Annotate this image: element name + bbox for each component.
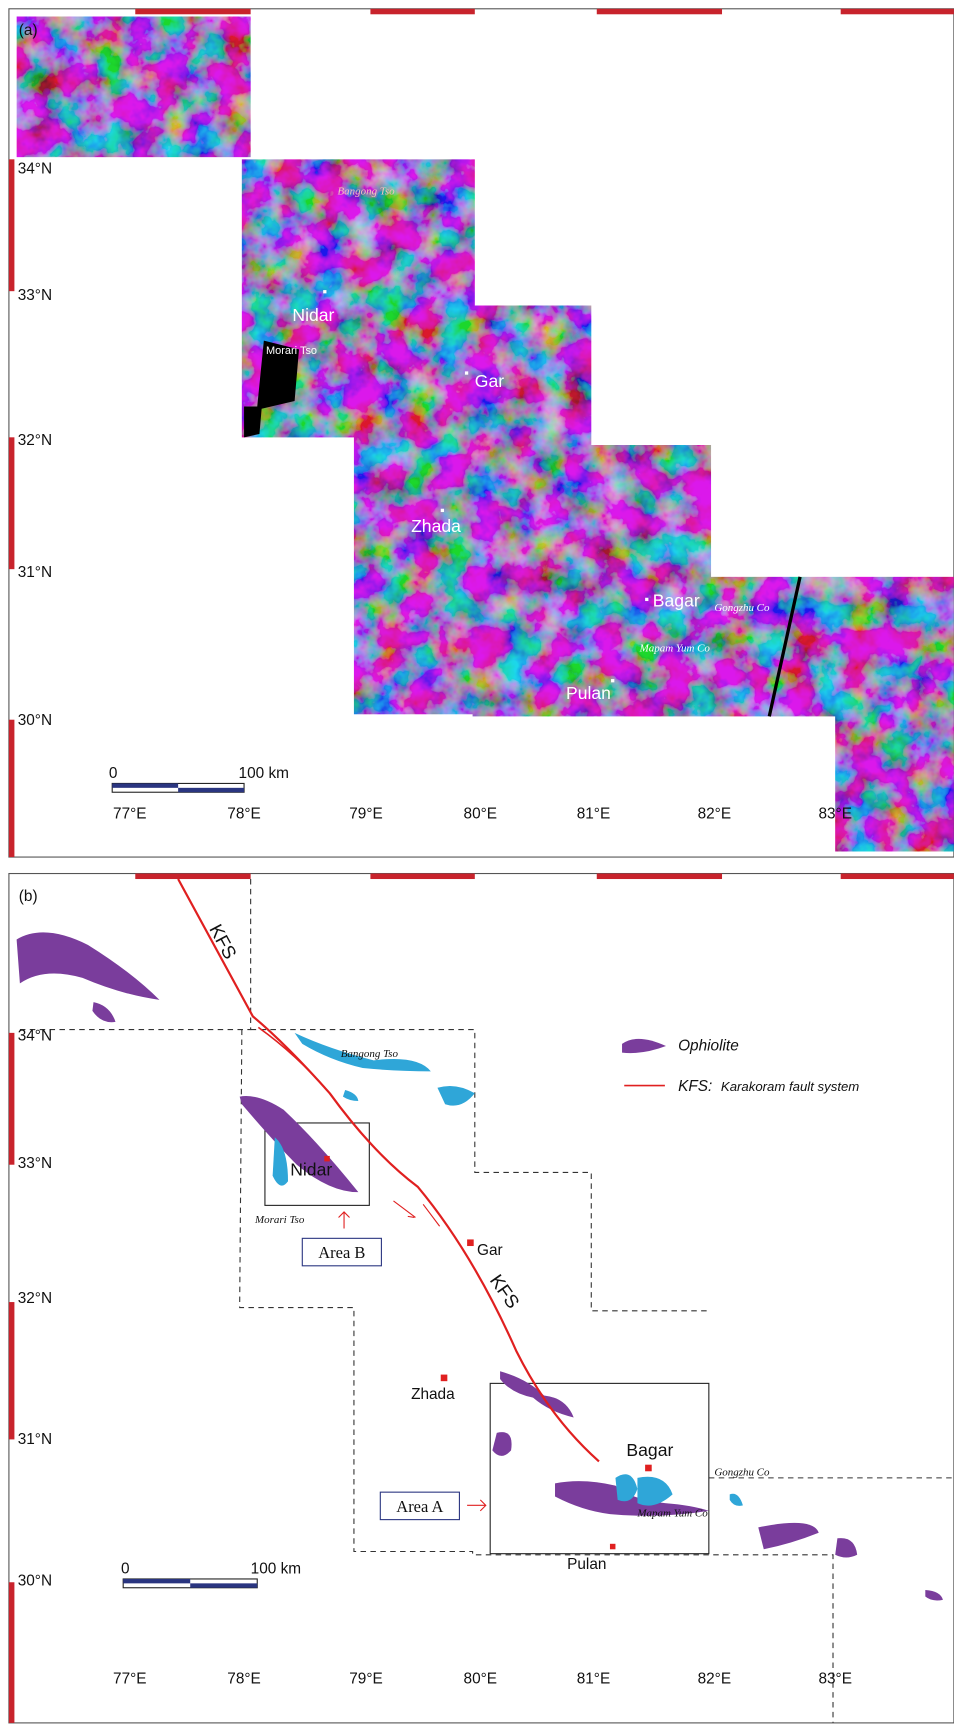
figure: (a) 34°N 33°N 32°N 31°N 30°N 77°E 78°E 7… <box>0 0 954 1724</box>
scale-label: 0 <box>121 1560 130 1577</box>
place: Gar <box>475 371 504 391</box>
lon-label: 79°E <box>349 1670 383 1687</box>
area-label: Area A <box>396 1497 443 1516</box>
lon-label: 83°E <box>818 1670 852 1687</box>
lat-label: 30°N <box>18 1573 52 1590</box>
scale-label: 100 km <box>239 765 289 782</box>
lon-label: 77°E <box>113 1670 147 1687</box>
place: Morari Tso <box>254 1214 305 1226</box>
lon-label: 82°E <box>698 806 732 823</box>
lon-label: 78°E <box>227 1670 261 1687</box>
place: Gar <box>477 1242 503 1259</box>
place: Nidar <box>290 1160 332 1180</box>
place: Pulan <box>567 1556 606 1573</box>
lon-label: 81°E <box>577 806 611 823</box>
lon-label: 79°E <box>349 806 383 823</box>
lon-label: 80°E <box>464 1670 498 1687</box>
lon-label: 78°E <box>227 806 261 823</box>
lon-label: 82°E <box>698 1670 732 1687</box>
legend-label: Karakoram fault system <box>721 1079 859 1094</box>
place: Pulan <box>566 683 611 703</box>
panel-label: (b) <box>19 888 38 905</box>
place: Gongzhu Co <box>714 1467 770 1479</box>
page: (a) 34°N 33°N 32°N 31°N 30°N 77°E 78°E 7… <box>0 0 954 1724</box>
lon-label: 83°E <box>818 806 852 823</box>
panel-a: (a) 34°N 33°N 32°N 31°N 30°N 77°E 78°E 7… <box>0 0 954 857</box>
scale-label: 0 <box>109 765 118 782</box>
place: Bagar <box>653 591 700 611</box>
lat-label: 33°N <box>18 1155 52 1172</box>
place: Bagar <box>626 1440 673 1460</box>
lat-label: 34°N <box>18 1028 52 1045</box>
lat-label: 31°N <box>18 1431 52 1448</box>
place: Zhada <box>411 516 461 536</box>
panel-b: (b) 34°N 33°N 32°N 31°N 30°N 77°E 78°E 7… <box>9 874 954 1723</box>
lat-label: 30°N <box>18 712 52 729</box>
place: Bangong Tso <box>341 1048 399 1060</box>
place: Mapam Yum Co <box>639 643 711 655</box>
lat-label: 34°N <box>18 161 52 178</box>
place: Zhada <box>411 1386 455 1403</box>
place: Gongzhu Co <box>714 602 770 614</box>
lat-label: 31°N <box>18 564 52 581</box>
place: Morari Tso <box>266 345 317 357</box>
place: Mapam Yum Co <box>636 1507 708 1519</box>
place: Nidar <box>292 305 334 325</box>
lon-label: 77°E <box>113 806 147 823</box>
lon-label: 80°E <box>464 806 498 823</box>
frame <box>9 874 954 1723</box>
legend-label: KFS: <box>678 1078 712 1095</box>
scale-label: 100 km <box>251 1560 301 1577</box>
lon-label: 81°E <box>577 1670 611 1687</box>
lat-label: 33°N <box>18 287 52 304</box>
place: Bangong Tso <box>337 185 395 197</box>
legend-label: Ophiolite <box>678 1037 739 1054</box>
panel-label: (a) <box>19 22 38 39</box>
lat-label: 32°N <box>18 1290 52 1307</box>
area-label: Area B <box>318 1243 365 1262</box>
lat-label: 32°N <box>18 432 52 449</box>
